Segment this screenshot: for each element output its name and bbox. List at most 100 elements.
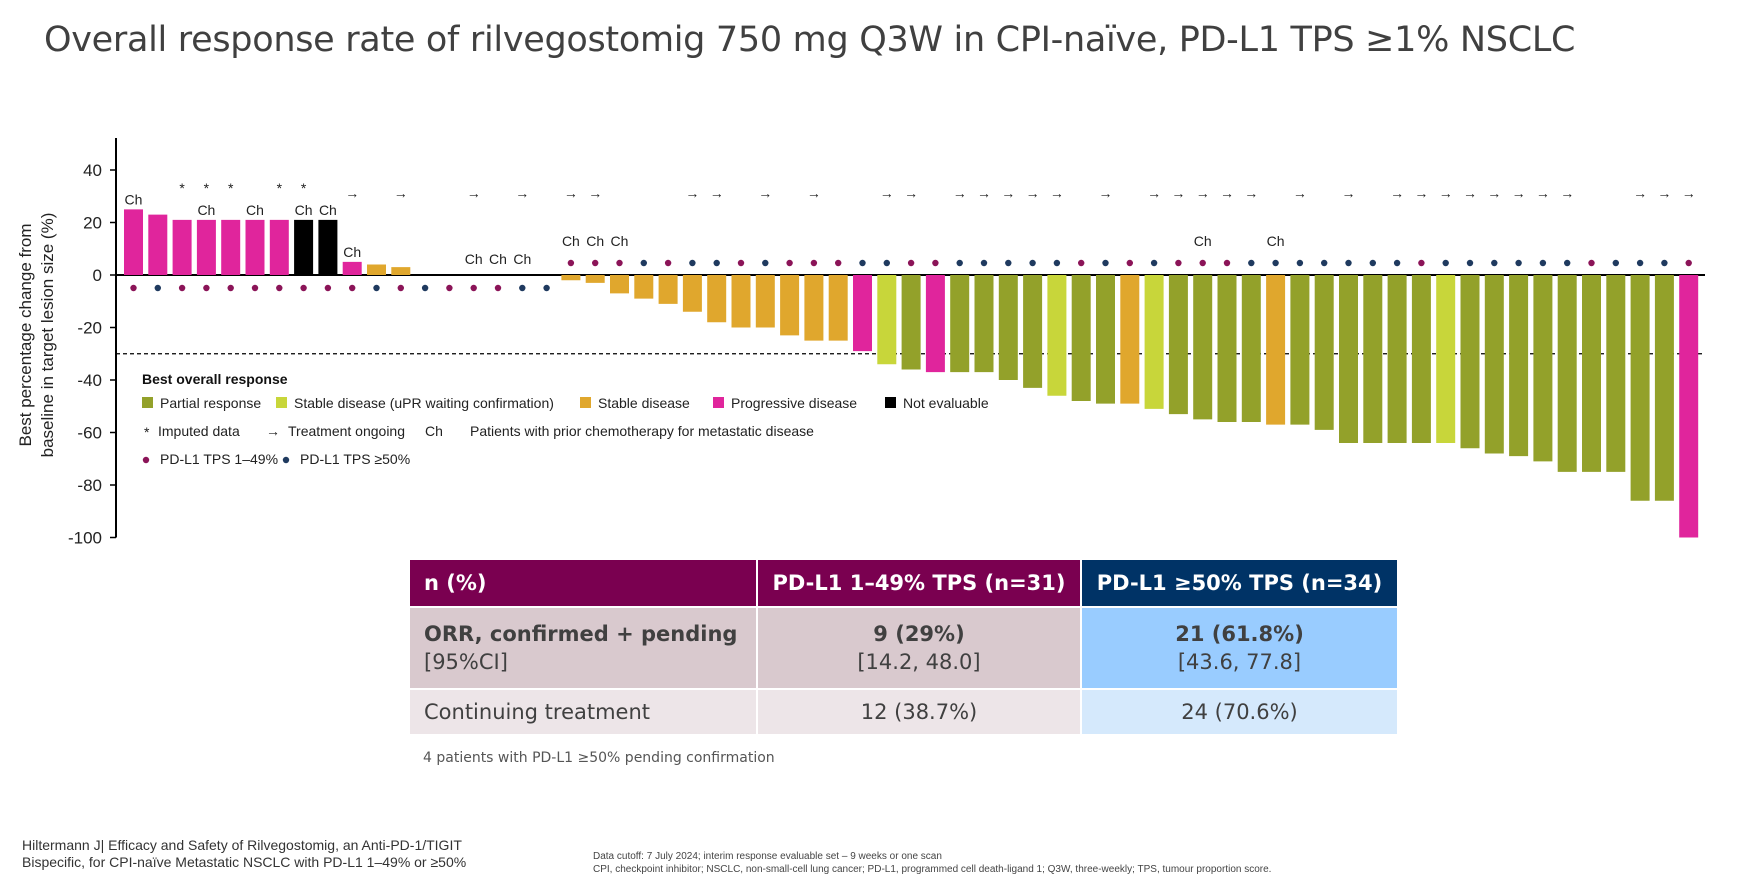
bar: [148, 214, 168, 275]
pdl1-dot: [373, 284, 380, 292]
bar: [610, 275, 629, 294]
bar: [318, 219, 338, 275]
table-header-tps-high: PD-L1 ≥50% TPS (n=34): [1080, 558, 1399, 608]
ongoing-arrow: →: [1560, 185, 1574, 201]
bar: [1290, 275, 1310, 425]
ongoing-arrow: →: [1657, 185, 1671, 201]
ongoing-arrow: →: [1487, 185, 1501, 201]
y-tick-label: -20: [77, 319, 102, 338]
ongoing-arrow: →: [515, 185, 529, 201]
legend-swatch: [713, 397, 724, 408]
y-tick-label: -40: [77, 371, 102, 390]
legend-symbol: *: [144, 424, 150, 440]
bar: [1630, 275, 1650, 501]
ongoing-arrow: →: [1342, 185, 1356, 201]
legend-swatch: [580, 397, 591, 408]
pdl1-dot: [203, 284, 210, 292]
pdl1-dot: [1685, 259, 1692, 267]
pdl1-dot: [1029, 259, 1036, 267]
ongoing-arrow: →: [1220, 185, 1234, 201]
pdl1-dot: [1418, 259, 1425, 267]
y-tick-label: 20: [83, 214, 102, 233]
bar: [658, 275, 678, 304]
imputed-marker: *: [277, 180, 283, 196]
pdl1-dot: [883, 259, 890, 267]
chart-legend: Best overall response Partial response St…: [142, 371, 989, 467]
ongoing-arrow: →: [977, 185, 991, 201]
ongoing-arrow: →: [394, 185, 408, 201]
bar: [1436, 275, 1456, 443]
pdl1-dot: [1442, 259, 1449, 267]
ongoing-arrow: →: [953, 185, 967, 201]
pdl1-dot: [786, 259, 793, 267]
ch-label: Ch: [319, 202, 337, 218]
pdl1-dot: [519, 284, 526, 292]
table-cell-continuing-tps-high: 24 (70.6%): [1080, 688, 1399, 736]
ch-label: Ch: [246, 202, 264, 218]
ongoing-arrow: →: [1633, 185, 1647, 201]
pdl1-dot: [227, 284, 234, 292]
ongoing-arrow: →: [1099, 185, 1113, 201]
pdl1-dot: [980, 259, 988, 267]
ongoing-arrow: →: [807, 185, 821, 201]
ci-label: [95%CI]: [424, 650, 508, 674]
pdl1-dot: [543, 284, 550, 292]
pdl1-dot: [494, 284, 502, 292]
bar: [853, 275, 872, 352]
results-table: n (%) PD-L1 1–49% TPS (n=31) PD-L1 ≥50% …: [408, 558, 1399, 736]
ongoing-arrow: →: [710, 185, 724, 201]
ci-value-tps-high: [43.6, 77.8]: [1177, 650, 1302, 674]
legend-dot: [142, 456, 150, 464]
pdl1-dot: [1175, 259, 1182, 267]
imputed-marker: *: [179, 180, 185, 196]
ongoing-arrow: →: [1244, 185, 1258, 201]
legend-label: Partial response: [160, 395, 261, 411]
y-tick-label: 40: [83, 161, 102, 180]
ch-label: Ch: [465, 251, 483, 267]
pdl1-dot: [616, 259, 623, 267]
pdl1-dot: [592, 259, 599, 267]
ch-label: Ch: [1194, 233, 1212, 249]
legend-label: Progressive disease: [731, 395, 857, 411]
pdl1-dot: [470, 284, 477, 292]
bar: [1606, 275, 1626, 472]
pdl1-dot: [1515, 259, 1522, 267]
bar: [1557, 275, 1577, 472]
pdl1-dot: [664, 259, 672, 267]
legend-symbol: →: [266, 423, 280, 439]
table-cell-orr-tps-low: 9 (29%) [14.2, 48.0]: [756, 606, 1082, 690]
legend-symbol: Ch: [425, 423, 443, 439]
legend-swatch: [885, 397, 896, 408]
ongoing-arrow: →: [904, 185, 918, 201]
bar: [1314, 275, 1334, 430]
bar: [682, 275, 702, 312]
fineprint-line2: CPI, checkpoint inhibitor; NSCLC, non-sm…: [593, 864, 1272, 875]
bar: [877, 275, 897, 365]
pdl1-dot: [835, 259, 842, 267]
bar: [1047, 275, 1067, 396]
pdl1-dot: [1661, 259, 1668, 267]
ongoing-arrow: →: [1390, 185, 1404, 201]
y-tick-label: -60: [77, 424, 102, 443]
bar: [172, 219, 192, 275]
bar: [1217, 275, 1237, 422]
bar: [1411, 275, 1431, 443]
bar: [780, 275, 800, 336]
ongoing-arrow: →: [758, 185, 772, 201]
bar: [124, 209, 143, 275]
ch-label: Ch: [586, 233, 604, 249]
table-cell-continuing-label: Continuing treatment: [408, 688, 758, 736]
pdl1-dot: [130, 284, 137, 292]
table-row-orr: ORR, confirmed + pending [95%CI] 9 (29%)…: [408, 606, 1399, 690]
bar: [731, 275, 751, 328]
table-row-continuing: Continuing treatment 12 (38.7%) 24 (70.6…: [408, 688, 1399, 736]
ongoing-arrow: →: [1147, 185, 1161, 201]
pdl1-dot: [932, 259, 939, 267]
pdl1-dot: [1078, 259, 1085, 267]
pdl1-dot: [300, 284, 307, 292]
table-cell-continuing-tps-low: 12 (38.7%): [756, 688, 1082, 736]
y-axis-label-line2: baseline in target lesion size (%): [38, 213, 57, 458]
imputed-marker: *: [228, 180, 234, 196]
ongoing-arrow: →: [1026, 185, 1040, 201]
pdl1-dot: [567, 259, 575, 267]
